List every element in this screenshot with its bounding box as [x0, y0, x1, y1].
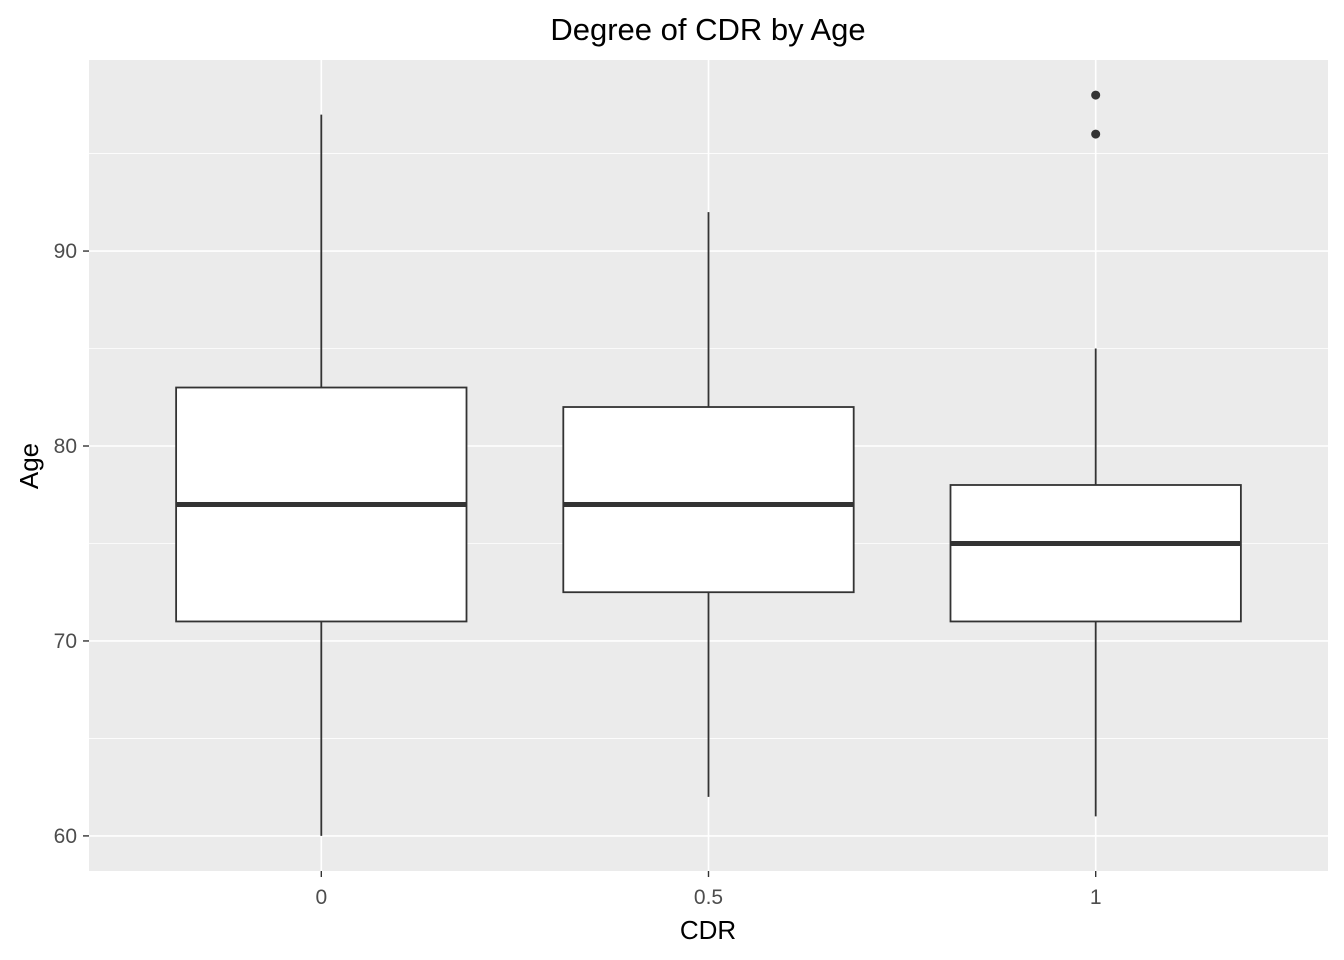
box-0 — [175, 114, 468, 836]
x-axis: 0 0.5 1 — [315, 871, 1102, 909]
box-0-5 — [562, 212, 855, 797]
box-series — [175, 90, 1242, 836]
x-tick-label: 0.5 — [694, 886, 723, 909]
y-axis: 60 70 80 90 — [54, 240, 89, 848]
x-axis-title: CDR — [680, 915, 736, 945]
outlier-point — [1091, 129, 1101, 139]
y-tick-label: 60 — [54, 825, 77, 848]
box-iqr — [562, 406, 855, 594]
outlier-point — [1091, 90, 1101, 100]
y-tick-label: 70 — [54, 630, 77, 653]
x-tick-label: 0 — [315, 886, 327, 909]
y-tick-label: 90 — [54, 240, 77, 263]
box-iqr — [949, 484, 1242, 623]
y-tick-label: 80 — [54, 435, 77, 458]
y-axis-title: Age — [14, 443, 44, 489]
chart-title: Degree of CDR by Age — [550, 12, 865, 47]
box-1 — [949, 90, 1242, 817]
x-tick-label: 1 — [1090, 886, 1102, 909]
